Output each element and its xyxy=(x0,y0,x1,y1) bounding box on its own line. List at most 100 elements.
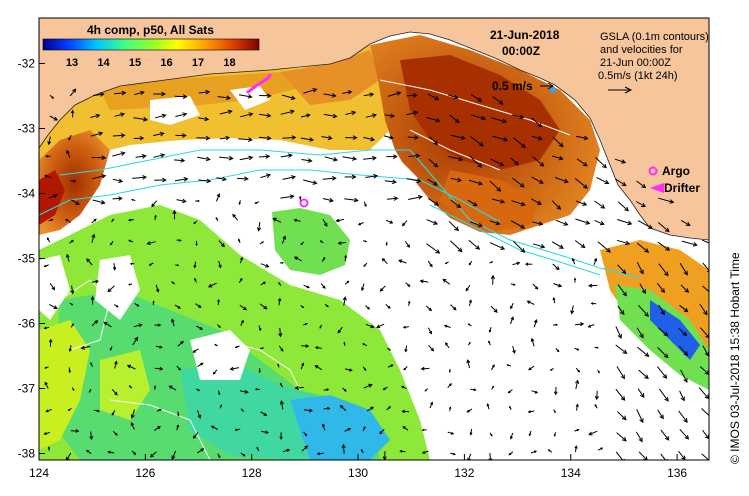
velocity-arrowhead xyxy=(407,284,411,287)
velocity-arrowhead xyxy=(157,426,161,430)
velocity-arrowhead xyxy=(363,368,367,371)
velocity-arrowhead xyxy=(139,90,145,96)
velocity-arrowhead xyxy=(328,197,334,203)
velocity-arrowhead xyxy=(206,178,212,184)
velocity-arrowhead xyxy=(265,154,271,159)
velocity-arrow xyxy=(657,366,667,379)
velocity-arrowhead xyxy=(520,201,526,207)
velocity-arrowhead xyxy=(477,163,483,168)
velocity-arrow xyxy=(512,345,516,354)
velocity-arrowhead xyxy=(477,222,483,228)
velocity-arrowhead xyxy=(553,391,558,396)
velocity-arrowhead xyxy=(319,240,322,243)
velocity-arrowhead xyxy=(559,244,565,249)
velocity-arrowhead xyxy=(424,389,427,392)
velocity-arrowhead xyxy=(466,359,471,364)
velocity-arrow xyxy=(91,175,106,180)
velocity-arrow xyxy=(260,174,271,179)
velocity-arrowhead xyxy=(659,414,664,420)
velocity-arrow xyxy=(345,111,356,115)
velocity-arrowhead xyxy=(669,199,675,204)
velocity-arrowhead xyxy=(520,143,526,149)
velocity-arrowhead xyxy=(331,176,337,181)
velocity-arrow xyxy=(91,320,98,327)
velocity-arrow xyxy=(636,242,649,253)
velocity-arrow xyxy=(282,176,296,180)
velocity-arrowhead xyxy=(161,113,167,119)
velocity-arrowhead xyxy=(282,235,286,240)
velocity-arrow xyxy=(489,180,501,192)
velocity-arrow xyxy=(636,327,644,338)
velocity-arrow xyxy=(530,198,542,205)
velocity-arrowhead xyxy=(457,247,463,253)
velocity-arrowhead xyxy=(149,453,154,458)
velocity-arrowhead xyxy=(96,409,101,413)
velocity-arrow xyxy=(49,115,58,121)
velocity-arrowhead xyxy=(401,409,406,414)
velocity-arrowhead xyxy=(181,133,187,138)
velocity-arrowhead xyxy=(343,389,347,392)
velocity-arrow xyxy=(678,450,686,460)
velocity-arrowhead xyxy=(53,116,59,121)
velocity-arrowhead xyxy=(514,160,519,166)
velocity-arrowhead xyxy=(232,213,236,218)
velocity-arrowhead xyxy=(228,155,234,161)
velocity-arrowhead xyxy=(575,403,579,407)
velocity-arrowhead xyxy=(305,322,308,326)
velocity-arrow xyxy=(658,263,669,276)
velocity-arrowhead xyxy=(452,452,456,456)
velocity-arrowhead xyxy=(298,195,302,199)
velocity-arrow xyxy=(513,241,525,253)
velocity-arrow xyxy=(219,137,230,140)
x-tick-label: 130 xyxy=(348,466,368,480)
velocity-arrowhead xyxy=(234,345,238,349)
velocity-arrowhead xyxy=(128,283,131,286)
velocity-arrowhead xyxy=(109,348,112,351)
velocity-arrow xyxy=(468,179,483,185)
velocity-arrow xyxy=(427,327,432,334)
velocity-arrowhead xyxy=(159,131,165,137)
velocity-arrowhead xyxy=(171,318,175,323)
velocity-arrowhead xyxy=(70,290,75,295)
velocity-arrow xyxy=(678,410,688,423)
velocity-arrow xyxy=(635,201,646,207)
velocity-arrow xyxy=(470,93,482,102)
colorbar-title: 4h comp, p50, All Sats xyxy=(87,23,214,37)
velocity-arrowhead xyxy=(294,385,299,390)
velocity-arrowhead xyxy=(433,162,439,168)
velocity-arrowhead xyxy=(346,280,350,284)
velocity-arrow xyxy=(531,176,544,184)
velocity-arrow xyxy=(238,94,252,98)
velocity-arrow xyxy=(450,304,457,311)
velocity-arrowhead xyxy=(226,95,232,101)
velocity-arrowhead xyxy=(332,156,339,162)
velocity-arrowhead xyxy=(129,262,133,265)
velocity-arrowhead xyxy=(197,389,201,392)
velocity-arrowhead xyxy=(306,285,310,289)
velocity-arrowhead xyxy=(588,431,593,436)
velocity-arrowhead xyxy=(66,149,70,154)
velocity-arrowhead xyxy=(594,395,599,401)
velocity-arrowhead xyxy=(197,414,202,419)
velocity-arrowhead xyxy=(312,88,318,93)
argo-float-marker[interactable] xyxy=(299,198,309,208)
velocity-arrowhead xyxy=(587,324,591,328)
x-tick-label: 128 xyxy=(242,466,262,480)
velocity-arrowhead xyxy=(621,181,627,187)
velocity-arrow xyxy=(467,199,478,207)
velocity-arrowhead xyxy=(648,224,653,229)
velocity-arrow xyxy=(576,158,588,167)
velocity-arrow xyxy=(469,135,484,147)
velocity-arrow xyxy=(398,259,407,264)
velocity-arrowhead xyxy=(622,291,627,297)
velocity-arrowhead xyxy=(620,396,626,401)
velocity-arrow xyxy=(218,260,222,268)
velocity-arrowhead xyxy=(332,113,338,119)
velocity-arrowhead xyxy=(501,118,507,124)
velocity-arrow xyxy=(428,158,438,168)
velocity-arrowhead xyxy=(45,155,49,158)
velocity-arrowhead xyxy=(452,306,457,311)
drifter-track[interactable] xyxy=(246,73,272,94)
velocity-arrowhead xyxy=(45,409,49,413)
velocity-arrow xyxy=(617,201,629,212)
